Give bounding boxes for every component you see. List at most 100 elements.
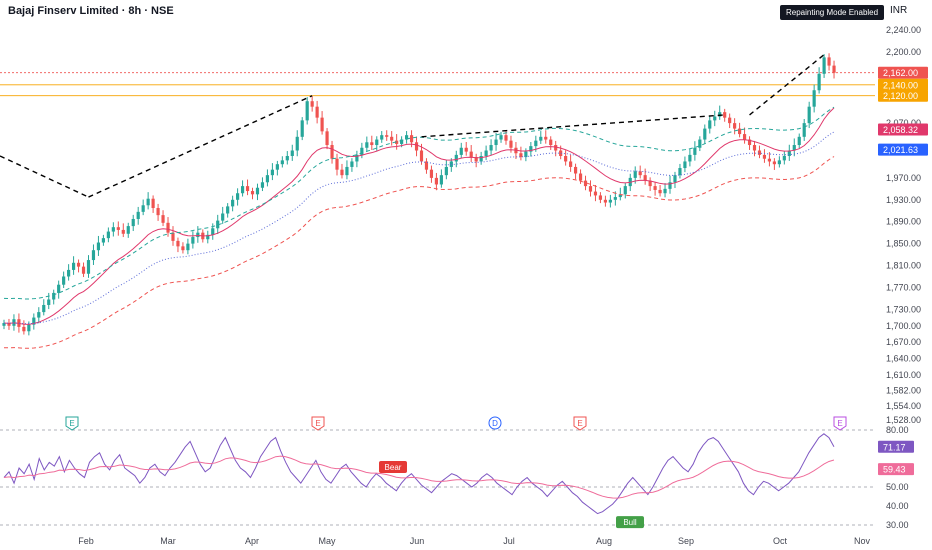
candle-body	[578, 173, 583, 181]
candle-body	[255, 187, 260, 195]
candle-body	[375, 139, 379, 146]
y-tick-label: 1,528.00	[886, 415, 921, 425]
candle-body	[171, 232, 175, 241]
candle-body	[126, 226, 130, 234]
candle-body	[703, 128, 707, 140]
candle-body	[176, 240, 180, 247]
candle-body	[345, 166, 349, 176]
candle-body	[280, 160, 284, 165]
kc-lower-line	[3, 156, 835, 349]
candle-body	[708, 120, 712, 129]
candle-body	[111, 227, 115, 232]
price-label-text: 2,021.63	[883, 145, 918, 155]
candle-body	[718, 112, 722, 117]
candle-body	[827, 57, 831, 66]
event-marker	[573, 416, 587, 431]
rsi-annotation-box	[379, 461, 407, 473]
y-tick-label: 2,240.00	[886, 25, 921, 35]
candle-body	[564, 155, 568, 162]
candle-body	[380, 135, 384, 140]
candle-body	[136, 211, 140, 219]
candle-body	[370, 142, 374, 146]
candle-body	[240, 186, 245, 194]
candle-body	[360, 147, 364, 155]
candle-body	[643, 175, 647, 181]
candle-body	[270, 169, 274, 176]
x-tick-label: Apr	[245, 536, 259, 546]
y-tick-label: 1,930.00	[886, 195, 921, 205]
trend-line	[749, 54, 825, 116]
x-tick-label: May	[318, 536, 336, 546]
candle-body	[365, 142, 369, 148]
candle-body	[221, 213, 225, 221]
candle-body	[27, 324, 31, 332]
candle-body	[613, 197, 617, 200]
x-tick-label: Nov	[854, 536, 871, 546]
price-label-box	[878, 66, 928, 79]
event-marker-label: E	[315, 419, 320, 428]
y-tick-label: 1,554.00	[886, 401, 921, 411]
candle-body	[340, 169, 344, 176]
candle-body	[733, 123, 737, 129]
event-marker	[311, 416, 325, 431]
price-label-box	[878, 89, 928, 102]
candle-body	[668, 182, 672, 189]
candle-body	[723, 112, 727, 118]
candle-body	[42, 304, 46, 313]
candle-body	[320, 117, 324, 132]
y-tick-label: 1,970.00	[886, 173, 921, 183]
candle-body	[454, 154, 458, 162]
event-marker-label: E	[837, 419, 842, 428]
candle-body	[245, 186, 250, 192]
x-tick-label: Feb	[78, 536, 94, 546]
candle-body	[404, 135, 409, 140]
candle-body	[7, 323, 11, 326]
candle-body	[504, 135, 508, 141]
rsi-tick-label: 80.00	[886, 425, 909, 435]
candle-body	[539, 136, 543, 141]
candle-body	[285, 155, 289, 161]
candle-body	[91, 250, 96, 261]
rsi-tick-label: 30.00	[886, 520, 909, 530]
x-tick-label: Mar	[160, 536, 176, 546]
candle-body	[350, 161, 354, 167]
candle-body	[549, 139, 553, 146]
candle-body	[554, 145, 558, 151]
candle-body	[330, 145, 334, 159]
candle-body	[598, 195, 603, 200]
candle-body	[807, 106, 811, 124]
rsi-line	[3, 433, 835, 515]
candle-body	[290, 150, 294, 156]
candle-body	[37, 312, 41, 318]
candle-body	[738, 128, 742, 135]
candle-body	[573, 166, 578, 174]
candle-body	[71, 262, 76, 270]
rsi-label-text: 71.17	[883, 442, 906, 452]
candle-body	[757, 150, 762, 155]
candle-body	[141, 205, 145, 212]
candle-body	[762, 154, 767, 159]
candle-body	[414, 142, 419, 151]
event-marker-label: E	[69, 419, 74, 428]
candle-body	[305, 101, 309, 121]
candle-body	[459, 147, 463, 155]
candle-body	[603, 199, 607, 203]
candle-body	[683, 161, 687, 169]
x-tick-label: Jun	[410, 536, 425, 546]
event-marker	[65, 416, 79, 431]
y-tick-label: 1,670.00	[886, 337, 921, 347]
candle-body	[196, 232, 200, 238]
y-tick-label: 1,700.00	[886, 321, 921, 331]
candle-body	[96, 242, 101, 251]
repainting-badge: Repainting Mode Enabled	[780, 5, 885, 20]
candle-body	[663, 188, 667, 194]
event-marker	[833, 416, 847, 431]
candle-body	[529, 146, 533, 152]
candle-body	[419, 150, 424, 162]
y-tick-label: 1,730.00	[886, 304, 921, 314]
candle-body	[409, 135, 414, 143]
candle-body	[678, 168, 682, 176]
candle-body	[658, 189, 662, 194]
candle-body	[429, 169, 434, 178]
